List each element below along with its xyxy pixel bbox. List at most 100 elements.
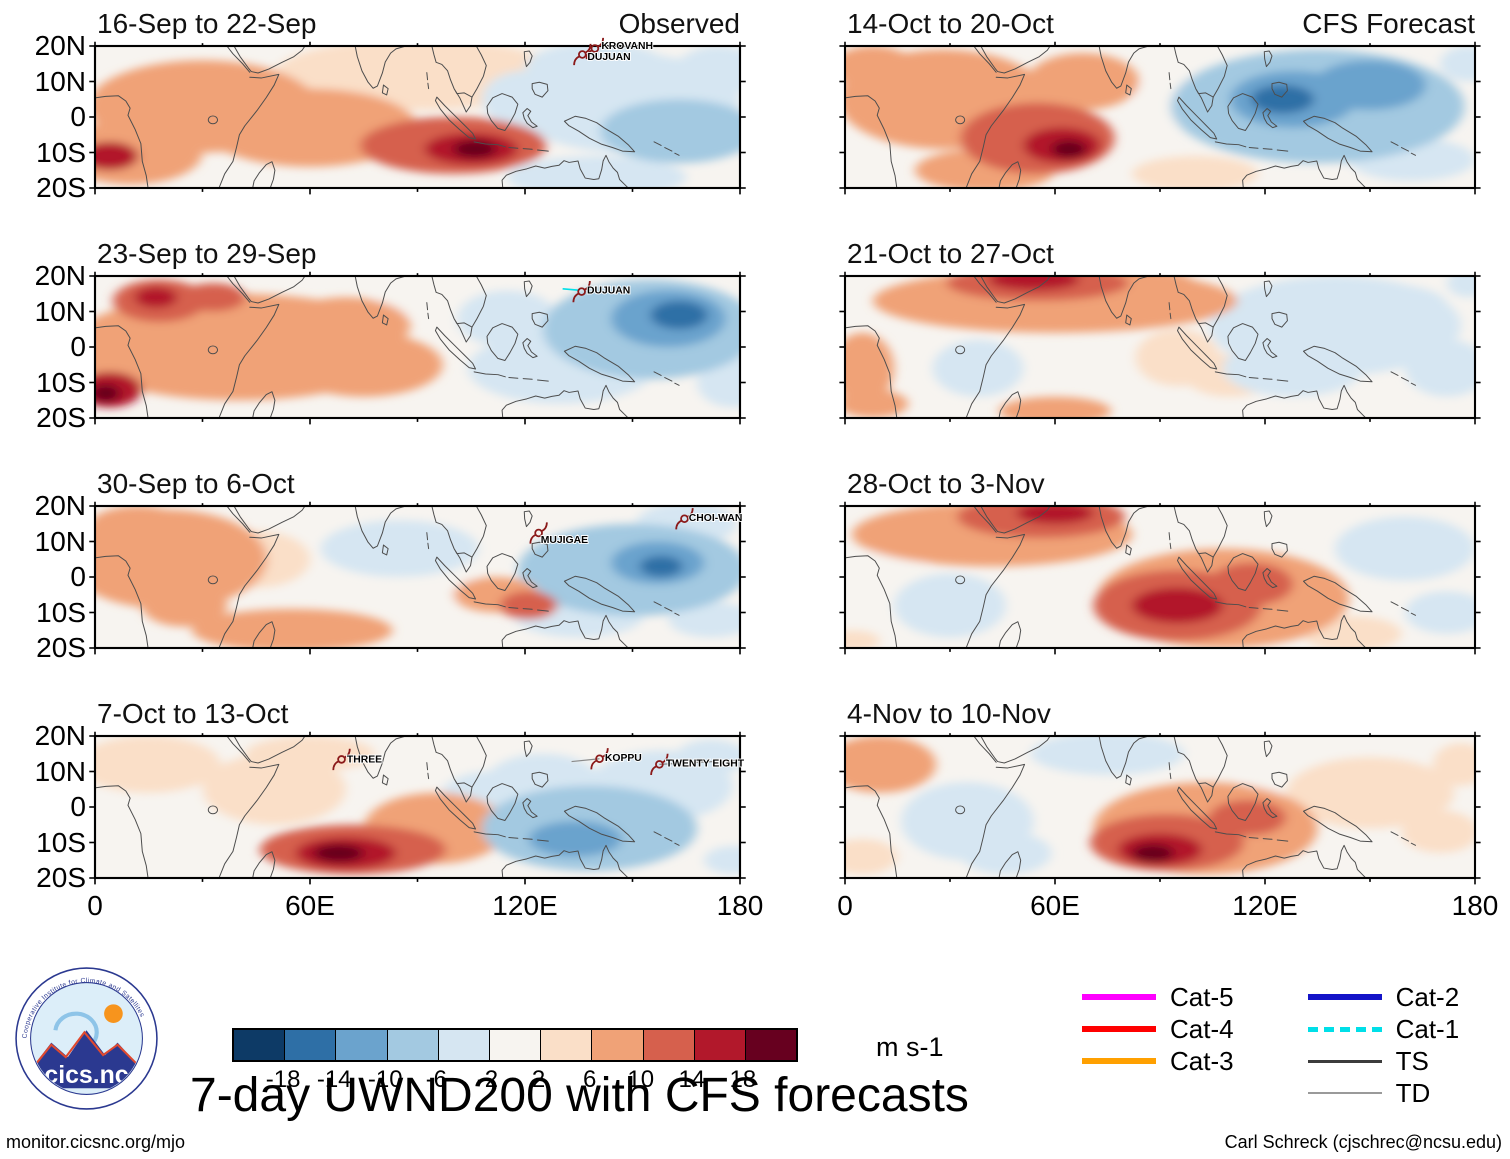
storm-track bbox=[562, 287, 579, 291]
panel-border bbox=[93, 734, 742, 880]
anomaly-field bbox=[845, 46, 1475, 188]
y-axis-label: 10N bbox=[34, 295, 86, 327]
colorbar-tick-labels: -18 -14 -10 -6 -2 2 6 10 14 18 bbox=[232, 1066, 798, 1094]
anomaly-field bbox=[95, 46, 740, 188]
legend-entry: Cat-4 bbox=[1082, 1014, 1234, 1044]
y-axis-label: 20S bbox=[36, 862, 86, 893]
footer-credit: Carl Schreck (cjschrec@ncsu.edu) bbox=[1224, 1132, 1502, 1152]
panel-border bbox=[93, 504, 742, 650]
y-axis-label: 10S bbox=[36, 136, 86, 168]
legend-line-swatch bbox=[1082, 1058, 1156, 1064]
legend-entry: TD bbox=[1307, 1078, 1460, 1108]
legend-column: Cat-2 Cat-1 TS TD bbox=[1307, 982, 1460, 1113]
legend-entry: Cat-3 bbox=[1082, 1046, 1234, 1076]
y-axis-label: 20N bbox=[34, 260, 86, 291]
panel-border bbox=[93, 44, 742, 190]
panel-title: 28-Oct to 3-Nov bbox=[847, 468, 1045, 499]
panel-border bbox=[843, 504, 1477, 650]
map-panel: THREE KOPPU TWENTY EIGHT bbox=[89, 731, 746, 885]
y-axis-label: 20S bbox=[36, 172, 86, 203]
colorbar-tick-label: -6 bbox=[425, 1066, 448, 1093]
storm-category-legend: Cat-5 Cat-4 Cat-3 Cat-2 Cat-1 TS TD bbox=[1082, 982, 1460, 1113]
colorbar-cell bbox=[336, 1030, 388, 1060]
legend-entry: Cat-5 bbox=[1082, 982, 1234, 1012]
panel-border bbox=[843, 274, 1477, 420]
panel-title: 14-Oct to 20-Oct bbox=[847, 8, 1054, 39]
y-axis-label: 0 bbox=[70, 101, 86, 132]
y-axis-label: 0 bbox=[70, 561, 86, 592]
legend-entry: Cat-2 bbox=[1307, 982, 1459, 1012]
y-axis-label: 20S bbox=[36, 632, 86, 663]
colorbar-unit: m s-1 bbox=[876, 1032, 944, 1062]
colorbar-cell bbox=[592, 1030, 644, 1060]
legend-label: TS bbox=[1395, 1045, 1429, 1076]
y-axis-label: 10N bbox=[34, 525, 86, 557]
legend-line-swatch bbox=[1307, 1059, 1382, 1063]
legend-entry: Cat-1 bbox=[1307, 1014, 1459, 1044]
legend-entry: TS bbox=[1307, 1046, 1460, 1076]
colorbar-tick-label: -18 bbox=[265, 1066, 301, 1093]
cics-logo: Cooperative Institute for Climate and Sa… bbox=[15, 967, 158, 1110]
panel-border bbox=[843, 734, 1477, 880]
legend-line-swatch bbox=[1307, 1092, 1382, 1094]
y-axis-label: 0 bbox=[70, 331, 86, 362]
legend-line-swatch bbox=[1307, 1026, 1382, 1032]
panel-title: 7-Oct to 13-Oct bbox=[97, 698, 289, 729]
colorbar-tick-label: 2 bbox=[531, 1066, 546, 1093]
y-axis-label: 0 bbox=[70, 791, 86, 822]
y-axis-label: 20N bbox=[34, 490, 86, 521]
y-axis-label: 10S bbox=[36, 366, 86, 398]
panel-title: 21-Oct to 27-Oct bbox=[847, 238, 1054, 269]
storm-label: CHOI-WAN bbox=[689, 513, 743, 524]
storm-label: MUJIGAE bbox=[541, 535, 588, 546]
legend-label: TD bbox=[1395, 1077, 1431, 1108]
logo-sun bbox=[104, 1004, 123, 1023]
panel-title: 30-Sep to 6-Oct bbox=[97, 468, 295, 499]
colorbar-tick-label: -2 bbox=[476, 1066, 499, 1093]
x-axis-label: 60E bbox=[285, 890, 335, 921]
colorbar-cell bbox=[643, 1030, 695, 1060]
logo-wordmark: cics.nc bbox=[44, 1062, 128, 1089]
map-panel bbox=[839, 731, 1481, 885]
storm-track bbox=[659, 759, 740, 766]
legend-label: Cat-2 bbox=[1395, 981, 1460, 1012]
colorbar-cell bbox=[745, 1030, 797, 1060]
colorbar bbox=[232, 1028, 798, 1062]
storm-label: KOPPU bbox=[605, 753, 642, 764]
legend-label: Cat-1 bbox=[1395, 1013, 1460, 1044]
colorbar-tick-label: 10 bbox=[627, 1066, 655, 1093]
map-panel: DUJUAN bbox=[89, 271, 746, 425]
anomaly-field bbox=[95, 276, 740, 408]
x-axis-label: 60E bbox=[1030, 890, 1080, 921]
storm-label: KROVANH bbox=[601, 41, 653, 52]
anomaly-field bbox=[845, 276, 1475, 418]
colorbar-cell bbox=[541, 1030, 593, 1060]
colorbar-cell bbox=[285, 1030, 337, 1060]
legend-column: Cat-5 Cat-4 Cat-3 bbox=[1082, 982, 1234, 1113]
figure-title: 7-day UWND200 with CFS forecasts bbox=[190, 1069, 969, 1122]
anomaly-field bbox=[845, 736, 1475, 875]
x-axis-label: 120E bbox=[492, 890, 558, 921]
y-axis-label: 10N bbox=[34, 65, 86, 97]
legend-label: Cat-5 bbox=[1170, 981, 1234, 1012]
map-panel bbox=[839, 501, 1481, 655]
y-axis-label: 20N bbox=[34, 720, 86, 751]
x-axis-label: 180 bbox=[1451, 890, 1499, 921]
colorbar-tick-label: 18 bbox=[729, 1066, 757, 1093]
map-panel bbox=[839, 41, 1481, 195]
storm-track bbox=[571, 758, 600, 763]
legend-line-swatch bbox=[1307, 994, 1382, 1000]
anomaly-field bbox=[845, 506, 1475, 648]
colorbar-tick-label: 6 bbox=[582, 1066, 597, 1093]
footer-url: monitor.cicsnc.org/mjo bbox=[6, 1132, 186, 1152]
column-label: CFS Forecast bbox=[1302, 8, 1475, 39]
storm-label: TWENTY EIGHT bbox=[666, 759, 745, 770]
x-axis-label: 180 bbox=[716, 890, 764, 921]
y-axis-label: 20S bbox=[36, 402, 86, 433]
x-axis-label: 0 bbox=[87, 890, 103, 921]
panel-title: 4-Nov to 10-Nov bbox=[847, 698, 1051, 729]
map-panel: MUJIGAE CHOI-WAN bbox=[89, 501, 746, 655]
panel-title: 16-Sep to 22-Sep bbox=[97, 8, 317, 39]
